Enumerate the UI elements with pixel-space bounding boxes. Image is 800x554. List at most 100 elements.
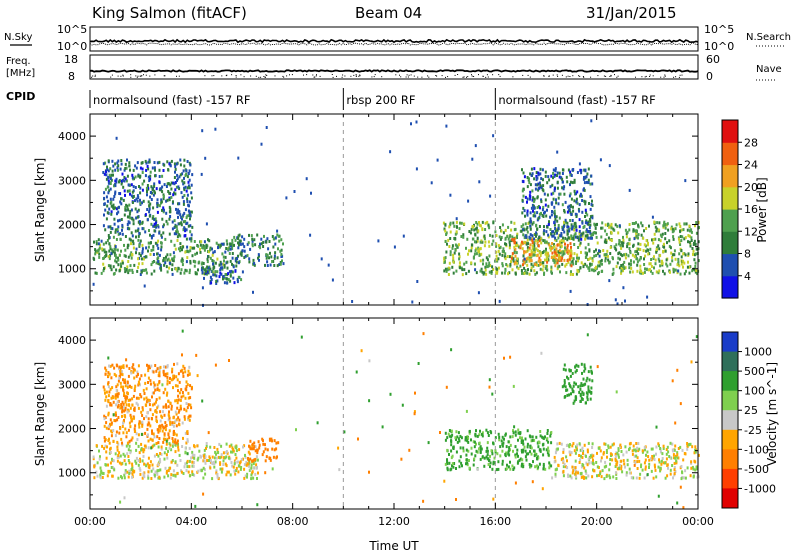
data-point [461,273,464,277]
data-point [587,441,590,445]
nave-point [441,75,443,77]
data-point [272,455,275,459]
sparse-point [123,496,126,500]
sparse-point [295,428,297,432]
data-point [586,463,589,467]
data-point [168,416,171,420]
data-point [669,270,671,274]
data-point [658,247,661,251]
sparse-point [523,257,526,261]
data-point [277,247,279,251]
data-point [526,197,529,201]
data-point [552,168,555,172]
data-point [118,253,121,257]
nave-point [660,76,662,78]
data-point [583,443,586,447]
sparse-point [266,237,269,241]
data-point [474,433,477,437]
data-point [147,439,150,443]
data-point [168,410,170,414]
data-point [489,233,491,237]
data-point [153,222,156,226]
data-point [445,233,448,236]
data-point [145,387,148,391]
data-point [591,475,594,479]
data-point [564,246,566,250]
data-point [576,171,579,174]
data-point [605,451,608,454]
data-point [147,364,150,368]
data-point [531,241,534,245]
data-point [597,466,600,469]
data-point [618,239,621,242]
nave-point [92,75,94,77]
sparse-point [202,492,205,496]
data-point [186,439,189,443]
sparse-point [309,233,312,237]
data-point [694,224,696,228]
data-point [577,259,580,263]
data-point [587,370,590,374]
sparse-point [430,181,433,185]
data-point [580,475,583,479]
data-point [579,241,582,245]
sparse-point [196,374,199,378]
data-point [554,474,557,478]
data-point [276,455,278,459]
data-point [549,434,552,438]
data-point [150,272,153,276]
nave-point [635,76,636,78]
nave-point [263,76,265,77]
data-point [536,196,539,200]
data-point [108,242,111,246]
data-point [140,270,143,274]
data-point [446,268,449,272]
data-point [512,429,514,433]
data-point [204,268,207,272]
data-point [585,454,587,458]
nave-point [359,75,361,77]
data-point [174,419,177,423]
data-point [159,468,162,472]
data-point [134,424,137,428]
data-point [610,454,612,457]
data-point [189,414,192,418]
data-point [243,476,246,480]
data-point [583,466,586,470]
data-point [634,449,637,453]
data-point [123,409,126,413]
data-point [529,172,532,176]
data-point [692,474,695,478]
sparse-point [169,215,172,218]
data-point [231,450,234,454]
data-point [113,184,115,188]
data-point [618,242,620,246]
sparse-point [422,499,425,503]
data-point [186,214,189,218]
data-point [104,372,107,376]
data-point [116,229,119,233]
data-point [139,393,142,397]
data-point [588,266,591,269]
data-point [186,160,189,163]
data-point [505,242,508,246]
data-point [495,254,498,258]
data-point [229,242,232,246]
data-point [478,221,480,224]
data-point [533,454,536,458]
data-point [147,433,149,437]
data-point [588,248,591,252]
data-point [141,250,144,253]
data-point [186,197,189,201]
data-point [578,229,581,233]
data-point [603,465,606,469]
data-point [500,236,503,239]
data-point [156,198,159,202]
data-point [583,369,586,373]
data-point [188,446,191,450]
data-point [570,392,572,396]
data-point [648,458,651,462]
data-point [546,208,548,212]
data-point [116,459,119,463]
data-point [178,202,181,206]
